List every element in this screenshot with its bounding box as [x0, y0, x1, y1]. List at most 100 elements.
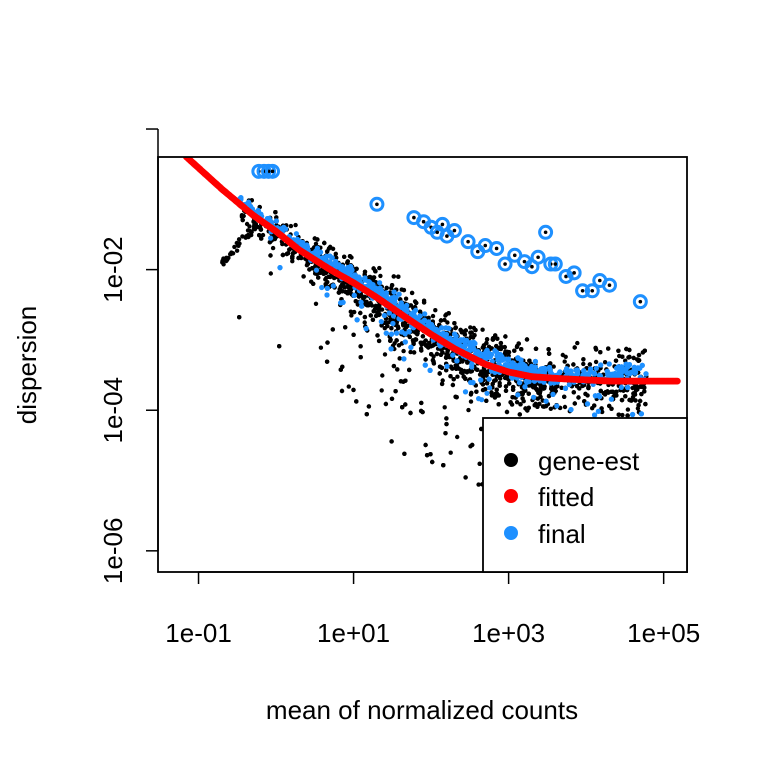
gene-est-point [477, 461, 482, 466]
gene-est-point [351, 309, 357, 315]
gene-est-point [232, 244, 237, 250]
gene-est-point [537, 391, 542, 396]
final-point [446, 325, 452, 331]
gene-est-point [274, 215, 279, 220]
final-point [333, 261, 339, 268]
gene-est-point [503, 334, 508, 339]
gene-est-point [468, 330, 473, 335]
gene-est-point [396, 274, 401, 279]
gene-est-point [639, 391, 644, 397]
gene-est-point [420, 334, 426, 339]
final-point [296, 238, 302, 245]
gene-est-point [290, 259, 295, 264]
gene-est-point [280, 252, 286, 258]
final-point [362, 275, 368, 281]
legend-fitted-marker [504, 489, 518, 503]
final-point [566, 382, 572, 388]
gene-est-point [602, 392, 608, 397]
gene-est-point [512, 348, 517, 353]
gene-est-point [609, 406, 614, 411]
gene-est-point [503, 388, 509, 393]
gene-est-point [305, 261, 310, 267]
gene-est-point [383, 401, 389, 407]
final-point [267, 218, 273, 224]
final-outlier-point [512, 253, 517, 258]
gene-est-point [593, 359, 599, 365]
x-tick-label: 1e+03 [472, 618, 545, 648]
final-point [391, 296, 398, 302]
gene-est-point [598, 350, 603, 355]
final-point [466, 347, 472, 353]
gene-est-point [484, 398, 489, 403]
gene-est-point [616, 412, 621, 417]
gene-est-point [624, 346, 629, 352]
gene-est-point [575, 340, 580, 346]
final-outlier-ring [446, 223, 462, 239]
x-axis-label: mean of normalized counts [266, 695, 578, 725]
final-point [378, 287, 384, 293]
gene-est-point [443, 431, 448, 436]
gene-est-point [572, 345, 577, 350]
final-point [592, 393, 599, 399]
gene-est-point [293, 222, 298, 228]
gene-est-point [224, 258, 229, 264]
gene-est-point [430, 358, 436, 363]
final-point [401, 356, 407, 362]
gene-est-point [325, 340, 330, 345]
final-point [381, 290, 387, 297]
gene-est-point [439, 365, 445, 370]
final-point [381, 312, 387, 319]
gene-est-point [324, 359, 330, 364]
gene-est-point [526, 405, 531, 410]
gene-est-point [630, 385, 635, 391]
final-point [444, 363, 450, 369]
gene-est-point [616, 348, 621, 353]
gene-est-point [599, 406, 604, 411]
gene-est-point [532, 403, 537, 408]
final-point [591, 370, 597, 376]
final-outlier-ring [538, 224, 554, 240]
final-point [383, 330, 389, 336]
final-point [636, 365, 642, 371]
gene-est-point [310, 266, 315, 271]
final-point [484, 390, 490, 396]
gene-est-point [372, 306, 378, 312]
gene-est-point [468, 325, 473, 330]
final-point [517, 380, 523, 386]
gene-est-point [548, 406, 553, 411]
gene-est-point [470, 442, 475, 448]
gene-est-point [421, 300, 427, 305]
final-point [469, 361, 475, 367]
final-point [391, 289, 397, 295]
final-point [619, 364, 625, 370]
final-point [390, 313, 397, 319]
y-tick-label: 1e-06 [98, 518, 128, 585]
gene-est-point [407, 367, 412, 373]
gene-est-point [379, 323, 384, 328]
gene-est-point [637, 398, 643, 404]
gene-est-point [341, 281, 346, 286]
final-point [415, 316, 421, 322]
final-outlier-points [251, 163, 648, 310]
gene-est-point [366, 275, 372, 280]
gene-est-point [288, 223, 294, 229]
gene-est-point [494, 387, 499, 392]
x-tick-label: 1e-01 [165, 618, 232, 648]
gene-est-point [519, 347, 524, 352]
final-point [396, 291, 402, 297]
final-point [467, 340, 474, 346]
final-outlier-ring [632, 294, 648, 310]
gene-est-point [358, 292, 364, 298]
gene-est-point [636, 352, 642, 358]
gene-est-point [523, 406, 528, 411]
gene-est-point [463, 475, 468, 480]
y-tick-label: 1e-02 [98, 236, 128, 303]
gene-est-point [444, 416, 449, 421]
final-point [606, 361, 612, 367]
final-outlier-point [530, 264, 534, 269]
final-point [592, 412, 598, 418]
gene-est-point [613, 358, 619, 363]
final-point [386, 310, 392, 316]
final-point [527, 368, 533, 374]
